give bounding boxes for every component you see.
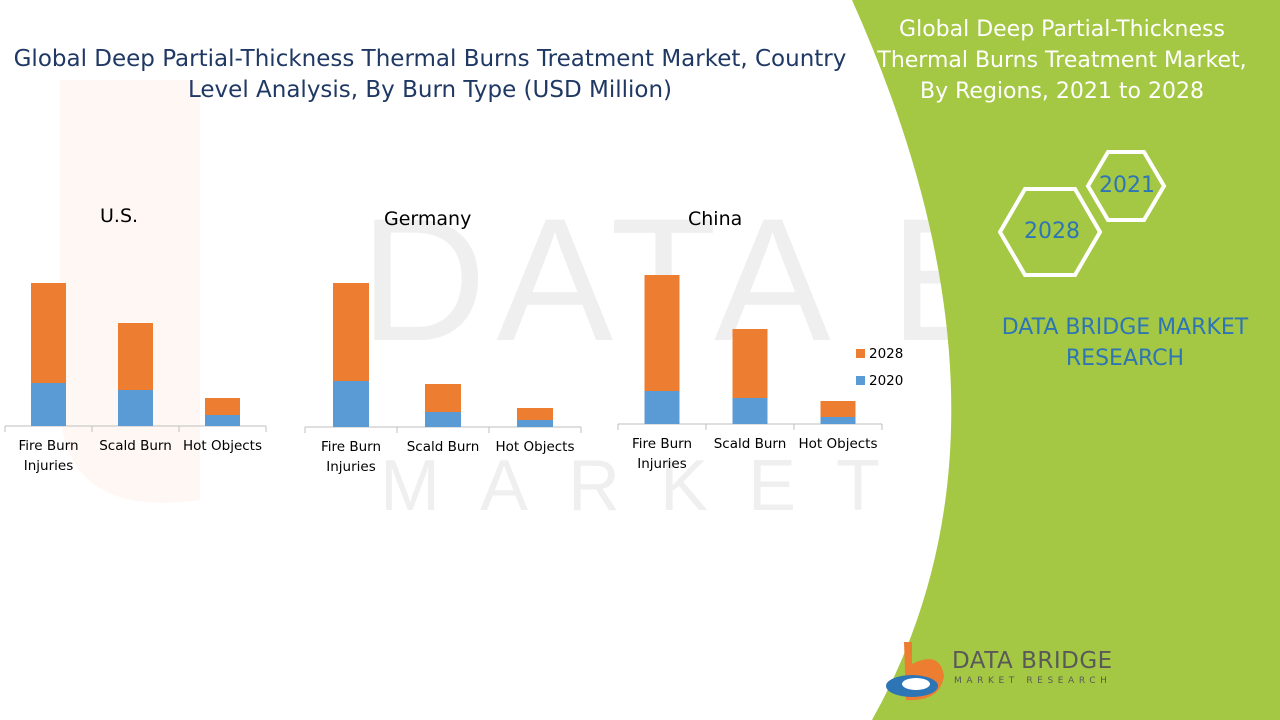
category-label-line: Fire Burn [320,439,382,455]
category-label-china-fire-burn-injuries: Fire Burn Injuries [617,434,707,474]
logo-name: DATA BRIDGE [952,648,1113,674]
category-label-line: Injuries [23,458,74,474]
bar-china-scald-burn-2028 [732,329,768,398]
side-panel-title: Global Deep Partial-Thickness Thermal Bu… [877,17,1247,104]
category-label-line: Injuries [326,459,376,475]
legend-item-2028: 2028 [856,346,903,362]
bar-u-s-scald-burn-2020 [118,390,153,426]
category-label-line: Scald Burn [713,436,787,452]
hex-year-2021: 2021 [1099,173,1155,198]
legend-swatch-2028 [856,349,865,358]
legend-item-2020: 2020 [856,373,903,389]
category-label-china-scald-burn: Scald Burn [705,434,795,454]
bar-u-s-hot-objects-2020 [205,415,240,426]
bar-china-fire-burn-injuries-2020 [644,391,680,424]
bar-u-s-hot-objects-2028 [205,398,240,415]
bar-germany-scald-burn-2028 [425,384,461,412]
legend-label-2020: 2020 [869,373,904,389]
category-label-line: Hot Objects [495,439,575,455]
category-label-line: Fire Burn [631,436,693,452]
bar-china-scald-burn-2020 [732,398,768,424]
bar-china-fire-burn-injuries-2028 [644,275,680,391]
bar-germany-scald-burn-2020 [425,412,461,427]
chart-title-china: China [688,208,743,230]
hex-2028-outline [997,187,1103,277]
chart-title-germany: Germany [384,208,472,230]
bar-china-hot-objects-2028 [820,401,856,417]
bar-germany-hot-objects-2028 [517,408,553,420]
category-label-u-s-hot-objects: Hot Objects [178,436,268,456]
category-label-line: Injuries [637,456,687,472]
category-label-line: Scald Burn [99,438,172,454]
watermark-logo-shape [60,80,200,503]
category-label-germany-fire-burn-injuries: Fire Burn Injuries [306,437,396,477]
logo-tagline: MARKET RESEARCH [954,676,1112,686]
chart-title-us: U.S. [100,205,139,227]
logo-mark [886,642,944,701]
bar-u-s-fire-burn-injuries-2020 [31,383,66,426]
bar-germany-fire-burn-injuries-2020 [333,381,369,427]
legend-label-2028: 2028 [869,346,904,362]
brand-text: DATA BRIDGE MARKET RESEARCH [1001,315,1249,371]
hex-2021-outline [1085,150,1167,222]
bar-u-s-fire-burn-injuries-2028 [31,283,66,383]
category-label-line: Scald Burn [406,439,480,455]
bar-u-s-scald-burn-2028 [118,323,153,390]
category-label-u-s-fire-burn-injuries: Fire Burn Injuries [4,436,94,476]
side-panel [852,0,1280,720]
bar-germany-hot-objects-2020 [517,420,553,427]
category-label-u-s-scald-burn: Scald Burn [91,436,181,456]
category-label-china-hot-objects: Hot Objects [793,434,883,454]
bar-germany-fire-burn-injuries-2028 [333,283,369,381]
hex-year-2028: 2028 [1024,219,1080,244]
bar-china-hot-objects-2020 [820,417,856,424]
category-label-line: Hot Objects [798,436,878,452]
legend-swatch-2020 [856,376,865,385]
category-label-line: Fire Burn [18,438,79,454]
category-label-germany-scald-burn: Scald Burn [398,437,488,457]
category-label-germany-hot-objects: Hot Objects [490,437,580,457]
category-label-line: Hot Objects [183,438,262,454]
page-title: Global Deep Partial-Thickness Thermal Bu… [13,46,847,103]
